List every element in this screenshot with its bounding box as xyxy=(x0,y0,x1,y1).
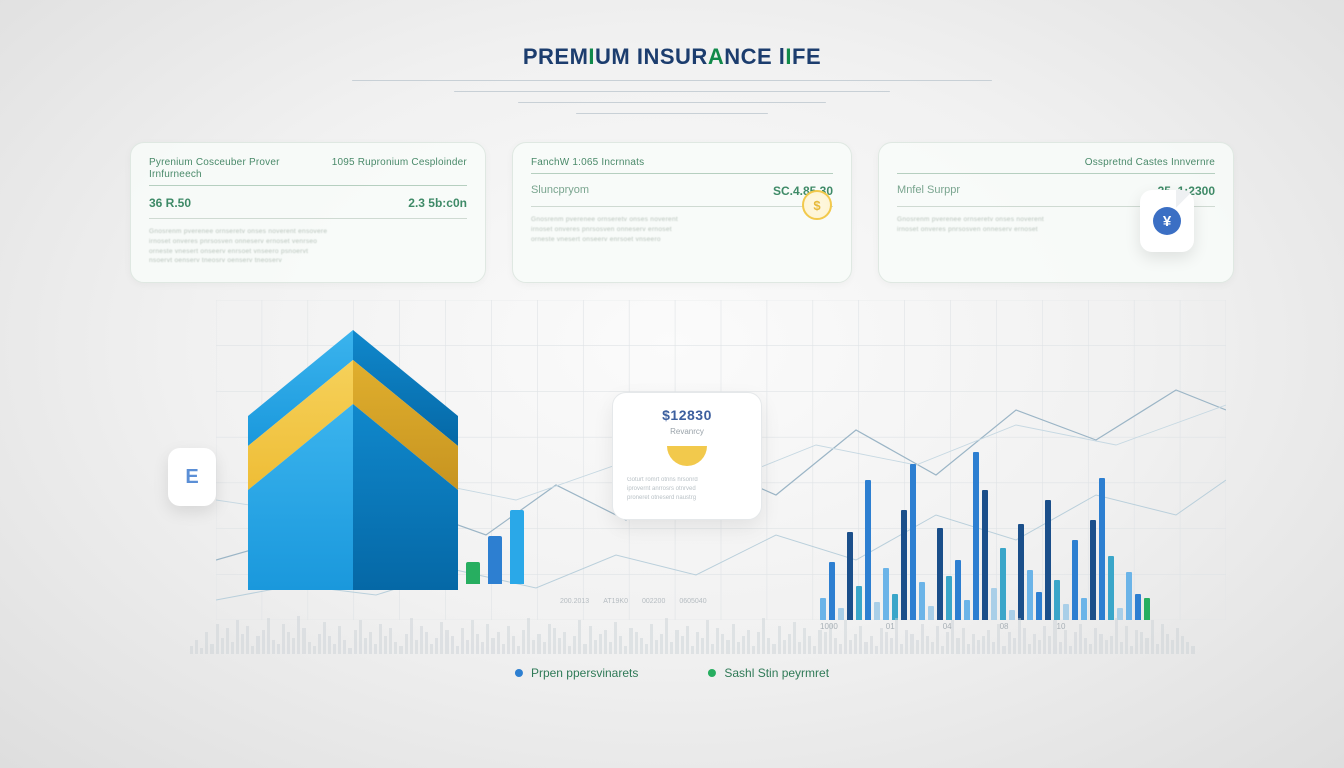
card-value: 36 R.50 xyxy=(149,196,191,210)
page-title: PREMIUM INSURANCE lIFE xyxy=(523,44,821,70)
card-label: Pyrenium Cosceuber Prover Irnfurneech xyxy=(149,157,303,181)
title-accent: A xyxy=(708,44,724,69)
title-seg: l xyxy=(779,44,786,69)
info-card-1: Pyrenium Cosceuber Prover Irnfurneech 10… xyxy=(130,142,486,283)
title-seg: FE xyxy=(792,44,821,69)
card-label: FanchW 1:065 Incrnnats xyxy=(531,157,677,169)
legend-label: Sashl Stin peyrmret xyxy=(724,666,829,680)
center-sub: Revanrcy xyxy=(627,427,747,436)
legend-label: Prpen ppersvinarets xyxy=(531,666,638,680)
bottom-meta: 200.2013AT19K00022000605040 xyxy=(560,598,707,605)
yen-icon: ¥ xyxy=(1153,207,1181,235)
title-seg: INSUR xyxy=(637,44,708,69)
center-fineprint: Goturt romrt otnns hrsonrd iprovernt anr… xyxy=(627,476,747,503)
card-value: 2.3 5b:c0n xyxy=(408,196,467,210)
card-label: 1095 Rupronium Cesploinder xyxy=(313,157,467,169)
document-yen-icon: ¥ xyxy=(1140,190,1194,252)
bowl-icon xyxy=(667,446,707,466)
legend-dot xyxy=(515,669,523,677)
skyline-silhouette xyxy=(190,614,1194,654)
title-seg: UM xyxy=(595,44,637,69)
legend-item: Prpen ppersvinarets xyxy=(515,666,638,680)
info-card-2: $ FanchW 1:065 Incrnnats Sluncpryom SC.4… xyxy=(512,142,852,283)
title-seg: PREM xyxy=(523,44,589,69)
legend: Prpen ppersvinarets Sashl Stin peyrmret xyxy=(515,666,829,680)
title-dividers xyxy=(352,80,992,124)
card-value: Mnfel Surppr xyxy=(897,184,960,198)
center-value: $12830 xyxy=(627,407,747,423)
card-fineprint: Gnosrenm pverenee ornseretv onses novere… xyxy=(149,227,467,266)
legend-item: Sashl Stin peyrmret xyxy=(708,666,829,680)
title-seg: NCE xyxy=(724,44,779,69)
bar-cluster-chart xyxy=(820,430,1170,620)
center-value-card: $12830 Revanrcy Goturt romrt otnns hrson… xyxy=(612,392,762,520)
mini-bar-chart xyxy=(466,510,524,584)
euro-pill-icon: E xyxy=(168,448,216,506)
house-graphic xyxy=(238,330,468,590)
card-value: Sluncpryom xyxy=(531,184,589,198)
card-label: Osspretnd Castes Innvernre xyxy=(1061,157,1215,169)
card-fineprint: Gnosrenm pverenee ornseretv onses novere… xyxy=(531,215,833,244)
info-cards-row: Pyrenium Cosceuber Prover Irnfurneech 10… xyxy=(130,142,1234,283)
legend-dot xyxy=(708,669,716,677)
